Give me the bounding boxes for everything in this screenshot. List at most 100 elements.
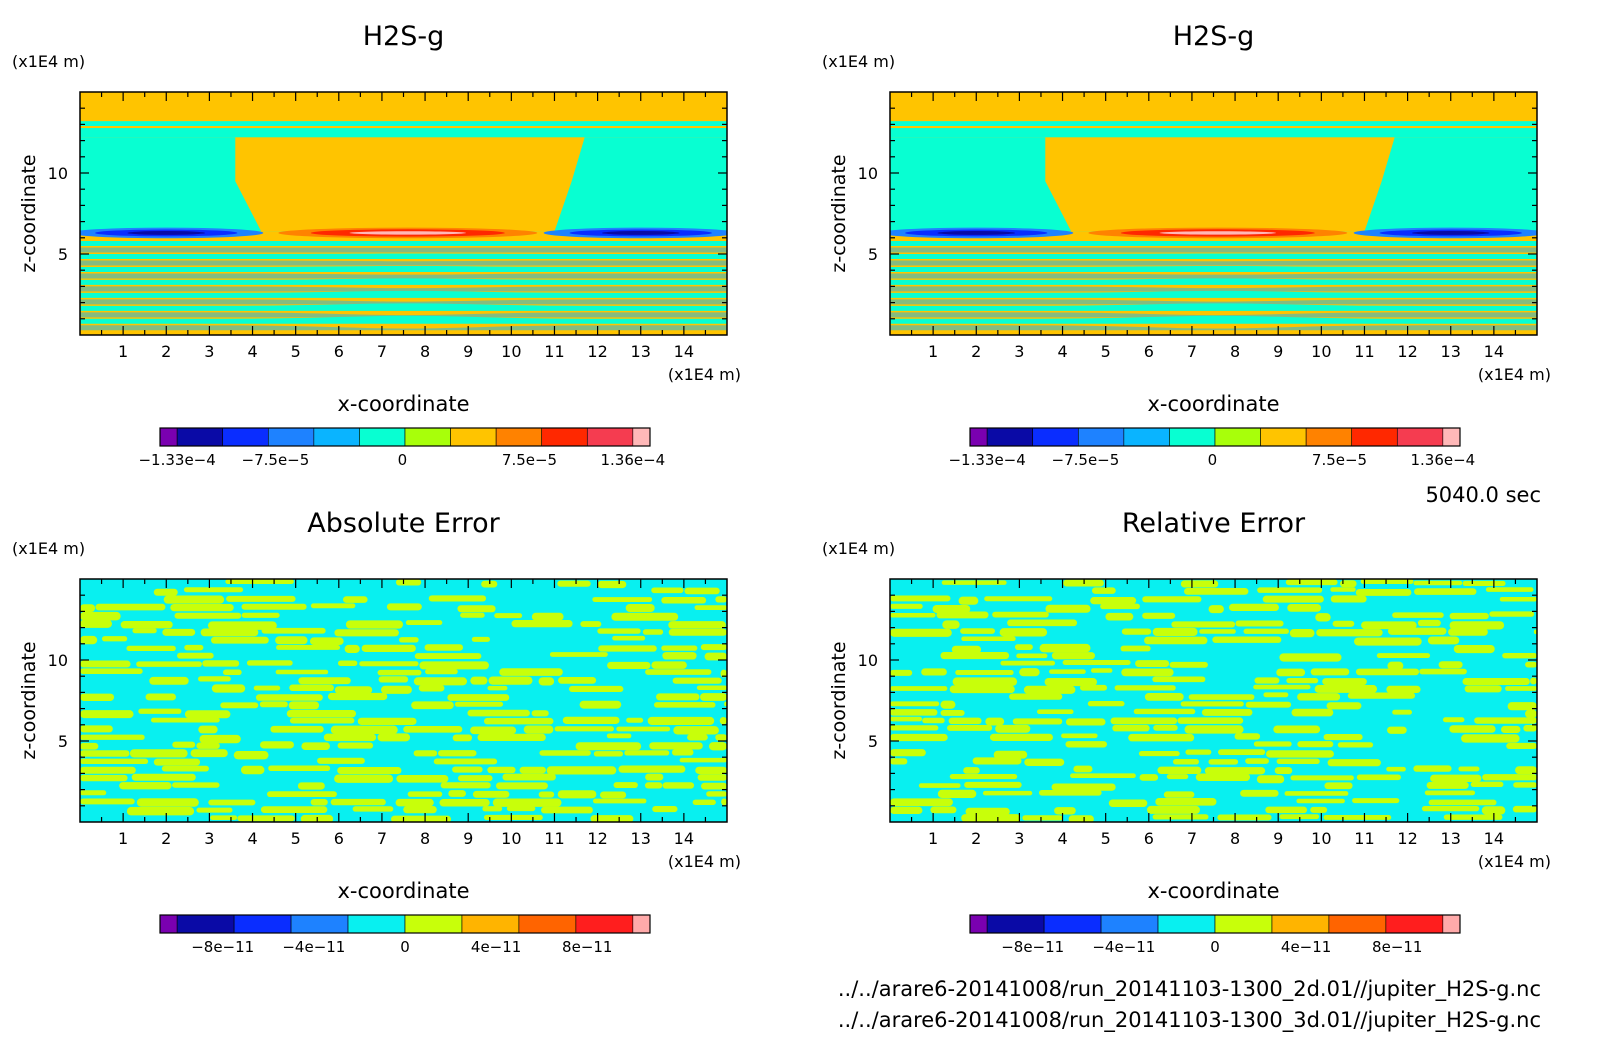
error-blob [1037, 709, 1074, 715]
error-blob [1090, 597, 1137, 605]
error-blob [80, 766, 136, 774]
colorbar-cell [632, 427, 651, 447]
x-axis-label: x-coordinate [337, 392, 469, 416]
x-tick-label: 10 [501, 342, 521, 361]
error-blob [222, 669, 242, 676]
error-blob [207, 621, 277, 630]
x-axis-label: x-coordinate [1147, 879, 1279, 903]
error-blob [177, 652, 214, 659]
error-blob [208, 799, 256, 806]
y-unit-label: (x1E4 m) [822, 52, 895, 71]
error-blob [172, 741, 196, 748]
error-blob [80, 710, 134, 719]
error-blob [972, 757, 1022, 765]
error-blob [80, 750, 130, 757]
error-blob [1285, 579, 1338, 586]
x-tick-label: 2 [971, 342, 981, 361]
field-negative-lens-core [127, 230, 206, 235]
error-blob [343, 596, 368, 603]
error-blob [1392, 709, 1412, 715]
error-blob [1120, 645, 1151, 652]
colorbar-label: −1.33e−4 [138, 451, 215, 469]
error-blob [1296, 798, 1345, 804]
error-blob [590, 815, 634, 822]
error-blob [1289, 629, 1315, 638]
field-stripe [890, 286, 1537, 292]
error-blob [452, 766, 483, 773]
colorbar-cell [450, 427, 497, 447]
error-blob [506, 805, 536, 812]
error-blob [1171, 621, 1236, 628]
x-tick-label: 11 [544, 829, 564, 848]
error-blob [396, 774, 449, 783]
error-blob [337, 742, 374, 749]
error-blob [237, 815, 295, 822]
error-blob [477, 733, 546, 742]
error-blob [985, 717, 1005, 726]
error-blob [949, 774, 1018, 780]
error-blob [1310, 668, 1350, 676]
error-blob [467, 709, 530, 717]
x-tick-label: 12 [587, 342, 607, 361]
error-blob [662, 782, 695, 789]
x-tick-label: 11 [1354, 829, 1374, 848]
colorbar-cell [986, 914, 1045, 934]
error-blob [930, 806, 957, 814]
error-blob [225, 579, 294, 584]
error-blob [668, 621, 726, 629]
error-blob [1087, 701, 1125, 707]
colorbar-cell [176, 427, 224, 447]
error-blob [511, 620, 573, 628]
error-blob [1392, 612, 1444, 618]
error-blob [652, 805, 678, 813]
error-blob [419, 661, 489, 670]
error-blob [454, 701, 504, 707]
colorbar-cell [347, 914, 406, 934]
y-tick-label: 10 [48, 164, 68, 183]
error-blob [940, 700, 956, 709]
error-blob [684, 587, 720, 595]
error-blob [1218, 749, 1266, 756]
error-blob [1279, 814, 1320, 820]
error-blob [163, 595, 225, 604]
error-blob [592, 798, 647, 804]
error-blob [1413, 765, 1452, 772]
error-blob [1138, 750, 1180, 757]
error-blob [270, 725, 324, 733]
error-blob [492, 798, 562, 807]
error-blob [1421, 806, 1480, 812]
error-blob [700, 644, 727, 651]
error-blob [1152, 627, 1198, 637]
error-blob [1263, 692, 1289, 698]
error-blob [1430, 774, 1482, 783]
error-blob [1065, 741, 1107, 748]
error-blob [539, 750, 591, 756]
x-tick-label: 5 [1101, 829, 1111, 848]
colorbar-cell [1077, 427, 1125, 447]
y-tick-label: 10 [858, 651, 878, 670]
colorbar-cell [159, 427, 178, 447]
colorbar-label: 0 [398, 451, 408, 469]
field-stripe [80, 260, 727, 266]
error-blob [162, 628, 196, 636]
colorbar-cell [1214, 427, 1261, 447]
error-blob [211, 684, 246, 693]
field-stripe [80, 241, 727, 247]
error-blob [471, 636, 491, 642]
error-blob [1533, 629, 1537, 635]
colorbar-cell [1043, 914, 1102, 934]
error-blob [184, 644, 204, 651]
error-blob [1195, 773, 1251, 781]
field-stripe [890, 273, 1537, 279]
error-blob [964, 781, 1022, 788]
colorbar-cell [1328, 914, 1387, 934]
error-blob [80, 798, 135, 805]
error-blob [183, 587, 244, 593]
error-blob [211, 636, 269, 644]
error-blob [1038, 789, 1102, 796]
error-blob [946, 725, 993, 731]
x-tick-label: 9 [463, 342, 473, 361]
error-blob [1448, 628, 1488, 636]
error-blob [531, 612, 564, 621]
